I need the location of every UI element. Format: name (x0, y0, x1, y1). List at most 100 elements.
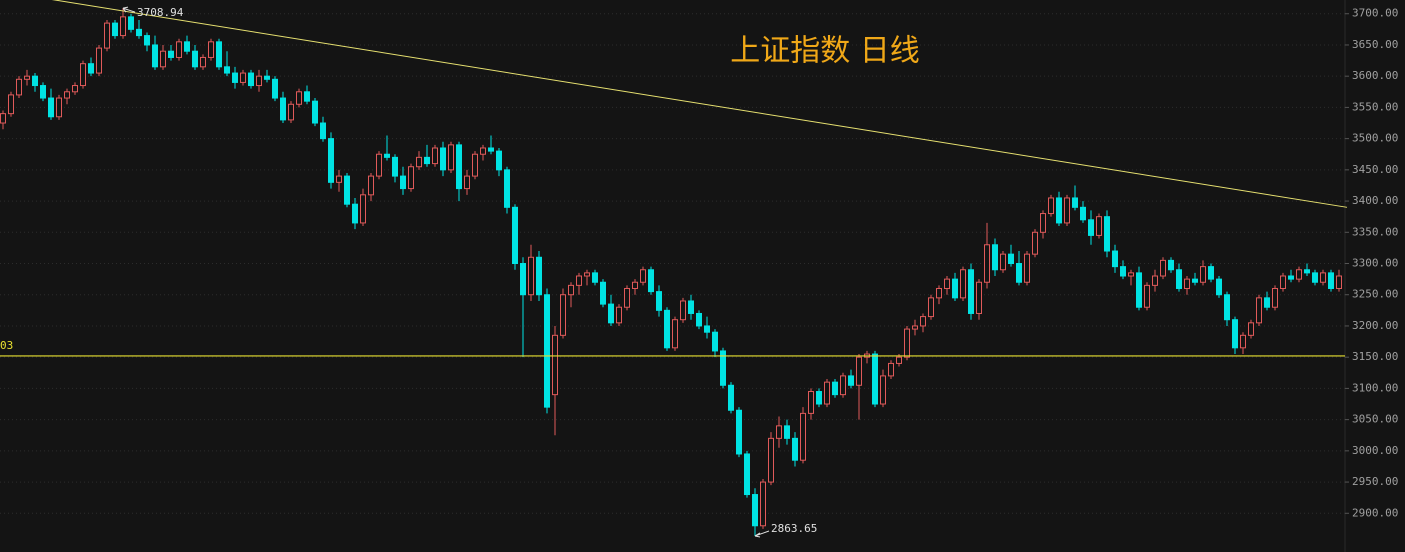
candle-body (664, 309, 670, 349)
candle-body (1120, 266, 1126, 277)
candle-body (72, 85, 78, 93)
candle-body (40, 85, 46, 99)
candle-body (1080, 206, 1086, 221)
candle-body (1224, 294, 1230, 321)
candle-body (120, 16, 126, 37)
candle-body (752, 494, 758, 527)
candle-body (1000, 253, 1006, 271)
candle-body (112, 22, 118, 37)
candle-body (472, 153, 478, 177)
candle-body (1336, 275, 1342, 289)
y-tick-label: 3250.00 (1352, 288, 1398, 301)
candle-body (304, 91, 310, 102)
candle-body (80, 63, 86, 87)
candle-body (648, 269, 654, 293)
y-tick-label: 2900.00 (1352, 506, 1398, 519)
candle-body (912, 325, 918, 330)
candle-body (8, 94, 14, 115)
candle-body (544, 294, 550, 408)
candle-body (392, 156, 398, 177)
candle-body (296, 91, 302, 105)
candle-body (568, 284, 574, 296)
candle-body (744, 453, 750, 496)
candle-body (560, 294, 566, 336)
candle-body (1032, 231, 1038, 255)
candle-body (760, 481, 766, 527)
y-tick-label: 3650.00 (1352, 38, 1398, 51)
candle-body (376, 153, 382, 177)
y-tick-label: 3700.00 (1352, 7, 1398, 20)
candle-body (1072, 197, 1078, 208)
candle-body (1176, 269, 1182, 289)
candle-body (920, 316, 926, 327)
candle-body (192, 50, 198, 68)
candle-body (840, 375, 846, 396)
candle-body (1168, 259, 1174, 271)
candle-body (584, 272, 590, 277)
candle-body (504, 169, 510, 208)
y-tick-label: 2950.00 (1352, 475, 1398, 488)
y-tick-label: 3500.00 (1352, 132, 1398, 145)
candle-body (1112, 250, 1118, 268)
candle-body (704, 325, 710, 333)
candle-body (424, 156, 430, 165)
candle-body (1192, 278, 1198, 283)
candle-body (992, 244, 998, 271)
candle-body (1152, 275, 1158, 286)
y-tick-label: 3300.00 (1352, 257, 1398, 270)
candle-body (432, 147, 438, 165)
candle-body (696, 312, 702, 327)
candle-body (1024, 253, 1030, 283)
candle-body (1096, 216, 1102, 236)
candle-body (160, 50, 166, 68)
candle-body (464, 175, 470, 190)
candle-body (312, 100, 318, 124)
candle-body (448, 144, 454, 171)
candle-body (832, 381, 838, 396)
annotation-arrow (122, 6, 136, 13)
chart-title: 上证指数 日线 (730, 34, 920, 69)
support-label: 03 (0, 339, 13, 352)
candle-body (0, 113, 6, 124)
low-label: 2863.65 (771, 522, 817, 535)
y-tick-label: 3400.00 (1352, 194, 1398, 207)
candle-body (960, 269, 966, 299)
candle-body (824, 381, 830, 405)
candle-body (16, 78, 22, 96)
y-tick-label: 3550.00 (1352, 100, 1398, 113)
candle-body (968, 269, 974, 314)
candle-body (368, 175, 374, 196)
candle-body (848, 375, 854, 386)
candle-body (48, 97, 54, 118)
trend-line (51, 0, 1348, 208)
candle-body (256, 75, 262, 87)
candle-body (488, 147, 494, 152)
candle-body (808, 391, 814, 414)
candle-body (816, 391, 822, 405)
candle-body (1256, 297, 1262, 324)
candle-body (576, 275, 582, 286)
candle-body (1312, 272, 1318, 283)
candle-body (280, 97, 286, 121)
candle-body (1144, 284, 1150, 308)
candle-body (136, 28, 142, 37)
candle-body (680, 300, 686, 321)
candle-body (1328, 272, 1334, 289)
candle-body (688, 300, 694, 314)
candle-body (400, 175, 406, 190)
candle-body (880, 375, 886, 405)
candle-body (600, 281, 606, 305)
candle-body (88, 63, 94, 74)
y-tick-label: 3200.00 (1352, 319, 1398, 332)
candle-body (1064, 197, 1070, 224)
candle-body (784, 425, 790, 439)
candle-body (536, 256, 542, 296)
candle-body (728, 384, 734, 411)
candle-body (904, 328, 910, 358)
candle-body (1288, 275, 1294, 280)
candle-body (336, 175, 342, 183)
candle-body (1184, 278, 1190, 289)
candle-body (1304, 269, 1310, 274)
candle-body (984, 244, 990, 283)
candle-body (232, 72, 238, 83)
